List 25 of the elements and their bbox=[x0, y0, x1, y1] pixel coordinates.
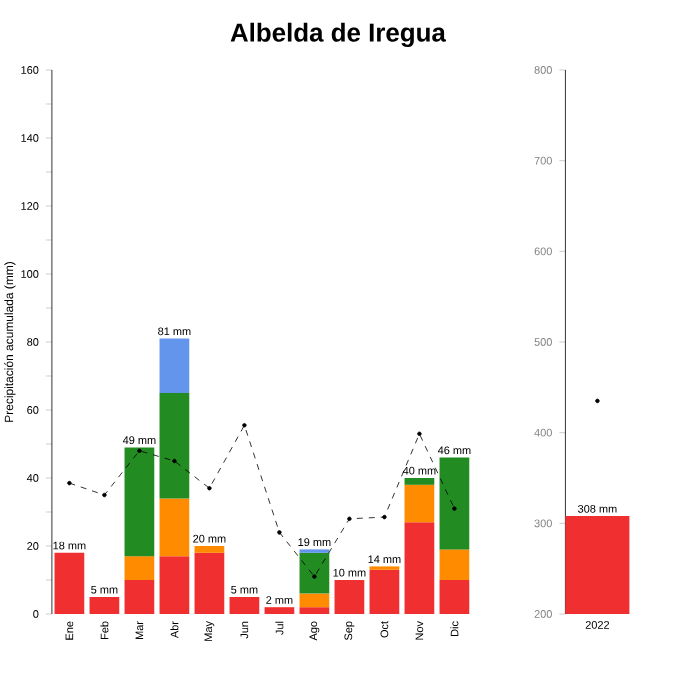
bar bbox=[89, 597, 120, 614]
bar bbox=[124, 556, 155, 580]
bar bbox=[439, 457, 470, 550]
bar bbox=[159, 338, 190, 393]
bar bbox=[404, 478, 435, 485]
bar bbox=[194, 552, 225, 614]
bar bbox=[194, 546, 225, 553]
bar bbox=[124, 447, 155, 557]
bar bbox=[229, 597, 260, 614]
bar bbox=[369, 569, 400, 614]
bar bbox=[159, 556, 190, 614]
bar bbox=[299, 607, 330, 614]
bar bbox=[264, 607, 295, 614]
bar bbox=[334, 580, 365, 614]
bar bbox=[54, 552, 85, 614]
chart-title: Albelda de Iregua bbox=[230, 22, 447, 48]
bar bbox=[124, 580, 155, 614]
bar bbox=[439, 580, 470, 614]
bar bbox=[299, 593, 330, 608]
bar bbox=[404, 522, 435, 614]
bar bbox=[439, 549, 470, 580]
bar bbox=[159, 498, 190, 557]
bar bbox=[299, 552, 330, 594]
bar bbox=[404, 484, 435, 523]
bar bbox=[159, 393, 190, 499]
